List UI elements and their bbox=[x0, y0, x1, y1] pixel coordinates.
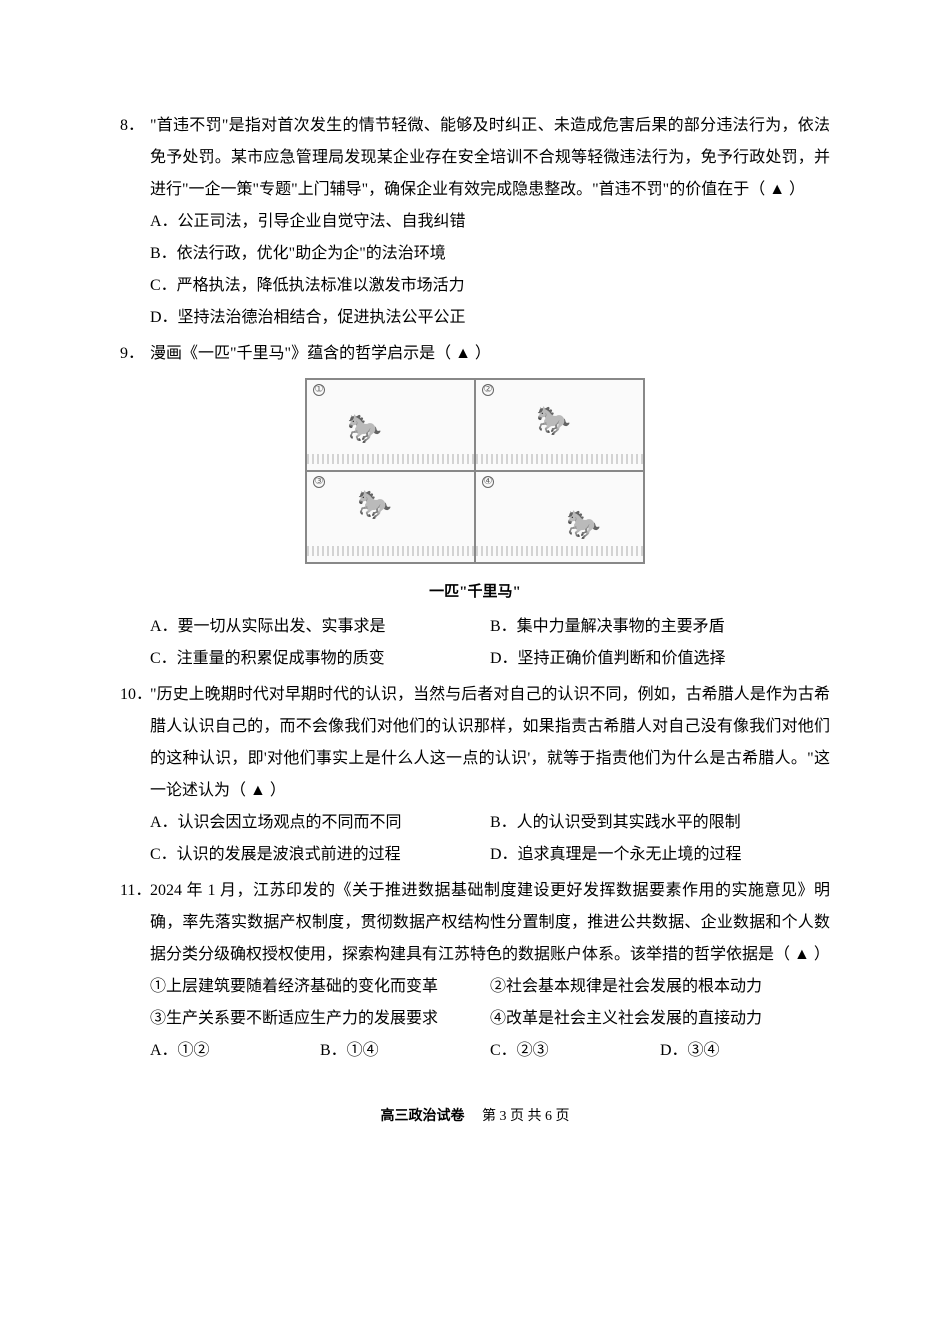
question-9-options: A．要一切从实际出发、实事求是 C．注重量的积累促成事物的质变 B．集中力量解决… bbox=[120, 611, 830, 675]
footer-title: 高三政治试卷 bbox=[381, 1109, 465, 1124]
page-footer: 高三政治试卷 第 3 页 共 6 页 bbox=[120, 1103, 830, 1131]
question-10-options-right: B．人的认识受到其实践水平的限制 D．追求真理是一个永无止境的过程 bbox=[490, 807, 830, 871]
comic-cell-4-num: ④ bbox=[482, 476, 494, 488]
ground-line bbox=[476, 454, 643, 464]
question-8-stem: 8． "首违不罚"是指对首次发生的情节轻微、能够及时纠正、未造成危害后果的部分违… bbox=[120, 110, 830, 206]
question-11-stem: 11． 2024 年 1 月，江苏印发的《关于推进数据基础制度建设更好发挥数据要… bbox=[120, 875, 830, 971]
comic-cell-1-num: ① bbox=[313, 384, 325, 396]
question-11-statement-1: ①上层建筑要随着经济基础的变化而变革 bbox=[150, 971, 490, 1003]
question-8-option-b: B．依法行政，优化"助企为企"的法治环境 bbox=[150, 238, 830, 270]
question-11-statements-row1: ①上层建筑要随着经济基础的变化而变革 ②社会基本规律是社会发展的根本动力 bbox=[120, 971, 830, 1003]
horse-icon: 🐎 bbox=[536, 408, 571, 436]
question-11-statement-4: ④改革是社会主义社会发展的直接动力 bbox=[490, 1003, 830, 1035]
question-11-statements-row2: ③生产关系要不断适应生产力的发展要求 ④改革是社会主义社会发展的直接动力 bbox=[120, 1003, 830, 1035]
question-8: 8． "首违不罚"是指对首次发生的情节轻微、能够及时纠正、未造成危害后果的部分违… bbox=[120, 110, 830, 334]
question-9-stem: 9． 漫画《一匹"千里马"》蕴含的哲学启示是（ ▲ ） bbox=[120, 338, 830, 370]
horse-icon: 🐎 bbox=[566, 512, 601, 540]
question-10-stem: 10． "历史上晚期时代对早期时代的认识，当然与后者对自己的认识不同，例如，古希… bbox=[120, 679, 830, 807]
ground-line bbox=[476, 546, 643, 556]
horse-icon: 🐎 bbox=[357, 492, 392, 520]
question-9-option-a: A．要一切从实际出发、实事求是 bbox=[150, 611, 490, 643]
question-10-options-left: A．认识会因立场观点的不同而不同 C．认识的发展是波浪式前进的过程 bbox=[150, 807, 490, 871]
question-8-number: 8． bbox=[120, 110, 150, 142]
ground-line bbox=[307, 546, 474, 556]
question-11-option-c: C．②③ bbox=[490, 1035, 660, 1067]
question-10-option-c: C．认识的发展是波浪式前进的过程 bbox=[150, 839, 490, 871]
question-8-option-c: C．严格执法，降低执法标准以激发市场活力 bbox=[150, 270, 830, 302]
question-11: 11． 2024 年 1 月，江苏印发的《关于推进数据基础制度建设更好发挥数据要… bbox=[120, 875, 830, 1067]
question-11-option-d: D．③④ bbox=[660, 1035, 830, 1067]
question-10-option-a: A．认识会因立场观点的不同而不同 bbox=[150, 807, 490, 839]
question-9-number: 9． bbox=[120, 338, 150, 370]
question-9-options-right: B．集中力量解决事物的主要矛盾 D．坚持正确价值判断和价值选择 bbox=[490, 611, 830, 675]
question-11-number: 11． bbox=[120, 875, 150, 907]
comic-cell-2: ② 🐎 bbox=[475, 379, 644, 471]
question-9-comic: ① 🐎 ② 🐎 ③ 🐎 ④ 🐎 bbox=[120, 378, 830, 607]
question-11-statement-3: ③生产关系要不断适应生产力的发展要求 bbox=[150, 1003, 490, 1035]
question-8-options: A．公正司法，引导企业自觉守法、自我纠错 B．依法行政，优化"助企为企"的法治环… bbox=[120, 206, 830, 334]
question-9-options-left: A．要一切从实际出发、实事求是 C．注重量的积累促成事物的质变 bbox=[150, 611, 490, 675]
question-11-option-b: B．①④ bbox=[320, 1035, 490, 1067]
question-8-option-a: A．公正司法，引导企业自觉守法、自我纠错 bbox=[150, 206, 830, 238]
question-9-text: 漫画《一匹"千里马"》蕴含的哲学启示是（ ▲ ） bbox=[150, 338, 830, 370]
question-11-option-a: A．①② bbox=[150, 1035, 320, 1067]
question-8-text: "首违不罚"是指对首次发生的情节轻微、能够及时纠正、未造成危害后果的部分违法行为… bbox=[150, 110, 830, 206]
comic-row-1: ① 🐎 ② 🐎 bbox=[306, 379, 644, 471]
question-9-option-d: D．坚持正确价值判断和价值选择 bbox=[490, 643, 830, 675]
question-10-option-d: D．追求真理是一个永无止境的过程 bbox=[490, 839, 830, 871]
comic-caption: 一匹"千里马" bbox=[120, 577, 830, 607]
question-10: 10． "历史上晚期时代对早期时代的认识，当然与后者对自己的认识不同，例如，古希… bbox=[120, 679, 830, 871]
question-11-statement-2: ②社会基本规律是社会发展的根本动力 bbox=[490, 971, 830, 1003]
question-10-text: "历史上晚期时代对早期时代的认识，当然与后者对自己的认识不同，例如，古希腊人是作… bbox=[150, 679, 830, 807]
comic-cell-3: ③ 🐎 bbox=[306, 471, 475, 563]
question-9-option-b: B．集中力量解决事物的主要矛盾 bbox=[490, 611, 830, 643]
question-11-options: A．①② B．①④ C．②③ D．③④ bbox=[120, 1035, 830, 1067]
comic-cell-1: ① 🐎 bbox=[306, 379, 475, 471]
ground-line bbox=[307, 454, 474, 464]
horse-icon: 🐎 bbox=[347, 416, 382, 444]
question-9: 9． 漫画《一匹"千里马"》蕴含的哲学启示是（ ▲ ） ① 🐎 ② 🐎 ③ bbox=[120, 338, 830, 675]
comic-grid: ① 🐎 ② 🐎 ③ 🐎 ④ 🐎 bbox=[305, 378, 645, 564]
question-11-text: 2024 年 1 月，江苏印发的《关于推进数据基础制度建设更好发挥数据要素作用的… bbox=[150, 875, 830, 971]
question-10-options: A．认识会因立场观点的不同而不同 C．认识的发展是波浪式前进的过程 B．人的认识… bbox=[120, 807, 830, 871]
question-10-option-b: B．人的认识受到其实践水平的限制 bbox=[490, 807, 830, 839]
comic-cell-2-num: ② bbox=[482, 384, 494, 396]
comic-cell-4: ④ 🐎 bbox=[475, 471, 644, 563]
footer-page: 第 3 页 共 6 页 bbox=[482, 1109, 570, 1124]
question-8-option-d: D．坚持法治德治相结合，促进执法公平公正 bbox=[150, 302, 830, 334]
comic-cell-3-num: ③ bbox=[313, 476, 325, 488]
comic-row-2: ③ 🐎 ④ 🐎 bbox=[306, 471, 644, 563]
question-9-option-c: C．注重量的积累促成事物的质变 bbox=[150, 643, 490, 675]
question-10-number: 10． bbox=[120, 679, 150, 711]
